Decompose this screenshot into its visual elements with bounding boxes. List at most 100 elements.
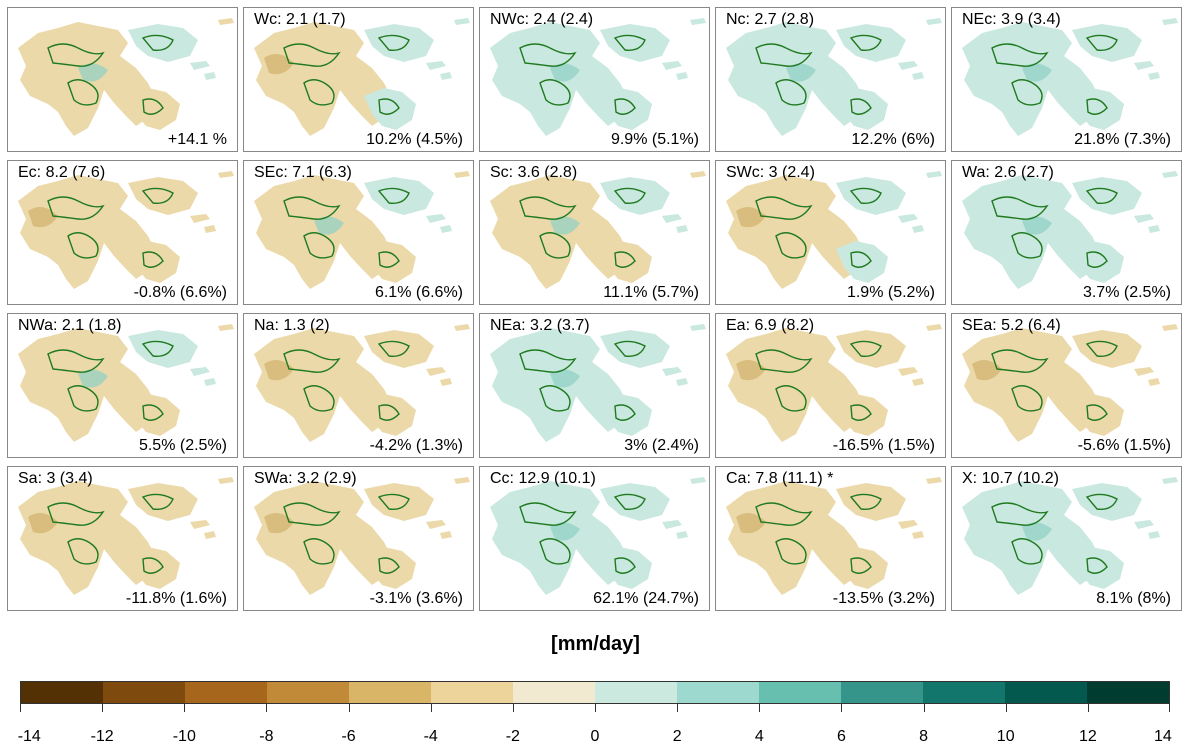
island-shape — [18, 175, 158, 289]
map-panel: NWa: 2.1 (1.8) 5.5% (2.5%) — [7, 313, 238, 458]
island-shape — [676, 225, 688, 233]
significance-contour — [849, 34, 882, 51]
map-panel: +14.1 % — [7, 7, 238, 152]
colorbar-tick-label: -8 — [259, 728, 274, 745]
island-shape — [364, 483, 434, 521]
island-shape — [128, 394, 180, 436]
island-shape — [690, 477, 706, 484]
island-shape — [440, 72, 452, 80]
colorbar-swatch — [103, 682, 185, 703]
significance-contour — [755, 349, 813, 373]
significance-contour — [775, 385, 807, 412]
island-shape — [912, 531, 924, 539]
island-shape — [254, 22, 394, 136]
anomaly-patch — [550, 522, 580, 541]
significance-contour — [614, 98, 636, 115]
significance-contour — [1085, 340, 1118, 357]
panel-title: NEa: 3.2 (3.7) — [490, 317, 590, 334]
island-shape — [190, 61, 210, 70]
map-panel: Nc: 2.7 (2.8) 12.2% (6%) — [715, 7, 946, 152]
island-shape — [836, 24, 906, 62]
significance-contour — [991, 196, 1049, 220]
island-shape — [1134, 214, 1154, 223]
significance-contour — [519, 196, 577, 220]
colorbar-unit-label: [mm/day] — [551, 633, 640, 655]
island-shape — [426, 367, 446, 376]
island-shape — [218, 18, 234, 25]
significance-contour — [1086, 251, 1108, 268]
map-panel: X: 10.7 (10.2) 8.1% (8%) — [951, 466, 1182, 611]
significance-contour — [377, 187, 410, 204]
colorbar-tick-label: 0 — [590, 728, 600, 745]
significance-contour — [775, 232, 807, 259]
colorbar-tick — [677, 704, 679, 712]
anomaly-patch — [550, 63, 580, 82]
significance-contour — [775, 538, 807, 565]
island-shape — [128, 88, 180, 130]
panel-title: X: 10.7 (10.2) — [962, 470, 1059, 487]
map-svg — [962, 324, 1178, 442]
panel-title: SEc: 7.1 (6.3) — [254, 164, 352, 181]
significance-contour — [141, 493, 174, 510]
island-shape — [364, 241, 416, 283]
colorbar-tick-label: 8 — [919, 728, 929, 745]
significance-contour — [755, 502, 813, 526]
significance-contour — [539, 385, 571, 412]
island-shape — [364, 24, 434, 62]
island-shape — [600, 547, 652, 589]
significance-contour — [67, 538, 99, 565]
island-shape — [454, 171, 470, 178]
panel-statistic: -5.6% (1.5%) — [1077, 437, 1171, 454]
island-shape — [600, 88, 652, 130]
panel-statistic: -13.5% (3.2%) — [832, 590, 935, 607]
significance-contour — [283, 349, 341, 373]
significance-contour — [141, 187, 174, 204]
significance-contour — [614, 251, 636, 268]
panel-title: NWc: 2.4 (2.4) — [490, 11, 594, 28]
island-shape — [600, 330, 670, 368]
island-shape — [128, 547, 180, 589]
island-shape — [600, 483, 670, 521]
significance-contour — [850, 98, 872, 115]
panel-title: Nc: 2.7 (2.8) — [726, 11, 815, 28]
map-svg — [726, 477, 942, 595]
significance-contour — [1011, 79, 1043, 106]
significance-contour — [849, 493, 882, 510]
map-svg — [254, 477, 470, 595]
significance-contour — [303, 385, 335, 412]
colorbar-tick-label: -2 — [505, 728, 520, 745]
map-svg — [962, 18, 1178, 136]
island-shape — [128, 330, 198, 368]
panel-statistic: -11.8% (1.6%) — [125, 590, 227, 607]
map-svg — [254, 171, 470, 289]
island-shape — [926, 18, 942, 25]
significance-contour — [47, 196, 105, 220]
significance-contour — [991, 43, 1049, 67]
panel-title: Ec: 8.2 (7.6) — [18, 164, 106, 181]
panel-statistic: 5.5% (2.5%) — [138, 437, 227, 454]
island-shape — [726, 175, 866, 289]
colorbar-tick-label: -12 — [90, 728, 114, 745]
colorbar-tick-label: 2 — [672, 728, 682, 745]
colorbar-tick-label: -14 — [17, 728, 41, 745]
island-shape — [600, 241, 652, 283]
panel-statistic: 10.2% (4.5%) — [366, 131, 463, 148]
map-svg — [18, 324, 234, 442]
island-shape — [898, 61, 918, 70]
significance-contour — [755, 43, 813, 67]
island-shape — [690, 324, 706, 331]
panel-statistic: -0.8% (6.6%) — [133, 284, 227, 301]
significance-contour — [991, 349, 1049, 373]
map-svg — [726, 18, 942, 136]
significance-contour — [303, 232, 335, 259]
significance-contour — [850, 251, 872, 268]
significance-contour — [47, 349, 105, 373]
significance-contour — [850, 557, 872, 574]
island-shape — [190, 520, 210, 529]
map-svg — [254, 324, 470, 442]
colorbar-tick-label: -4 — [423, 728, 438, 745]
island-shape — [454, 477, 470, 484]
colorbar-tick-label: 12 — [1078, 728, 1097, 745]
island-shape — [204, 225, 216, 233]
panel-title: Sa: 3 (3.4) — [18, 470, 93, 487]
